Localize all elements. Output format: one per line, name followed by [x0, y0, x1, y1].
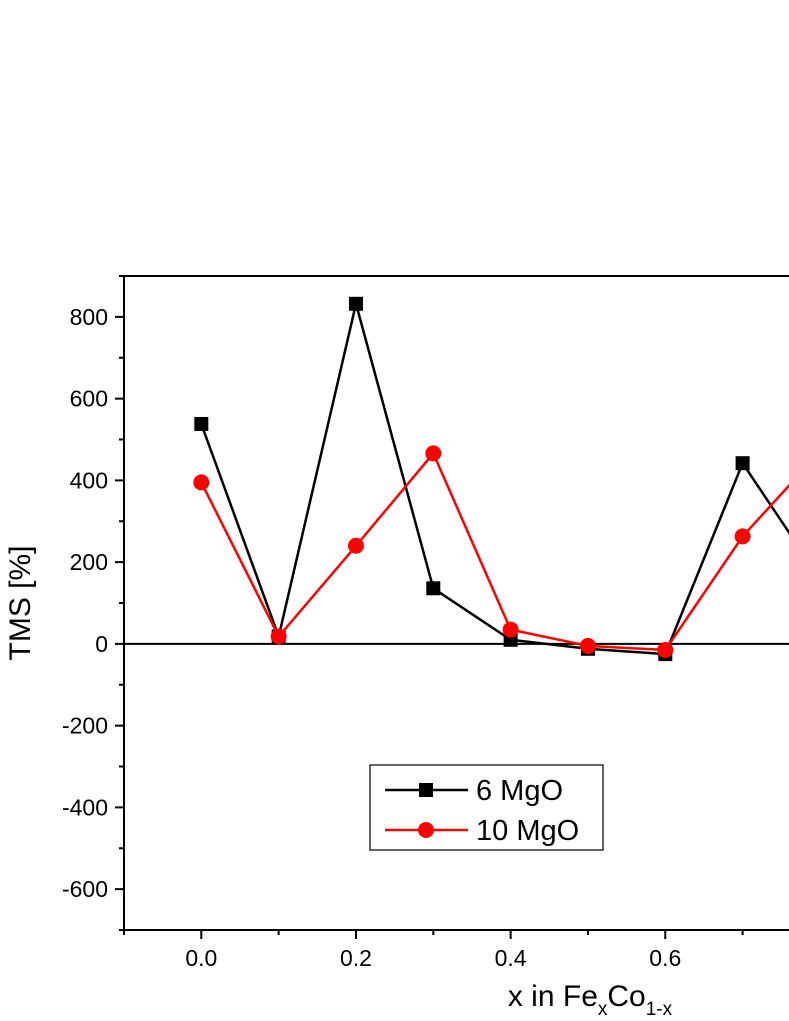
axes	[115, 275, 789, 939]
series-6-mgo	[194, 296, 789, 662]
data-point	[734, 528, 751, 545]
data-point	[426, 581, 441, 596]
x-tick-label: 0.4	[495, 945, 527, 971]
legend-label-10mgo: 10 MgO	[476, 815, 579, 847]
series-10-mgo	[193, 445, 789, 659]
data-point	[735, 456, 750, 471]
x-axis-title: x in FexCo1-x	[508, 980, 673, 1020]
series-line	[200, 451, 789, 652]
legend-marker-6mgo	[419, 783, 433, 797]
y-tick-label: 200	[70, 549, 108, 575]
data-point	[502, 621, 519, 638]
legend-label-6mgo: 6 MgO	[476, 775, 563, 807]
legend: 6 MgO 10 MgO	[369, 764, 604, 851]
y-tick-label: 0	[95, 631, 108, 657]
data-point	[657, 642, 674, 659]
y-tick-label: 600	[70, 386, 108, 412]
y-tick-label: 800	[70, 304, 108, 330]
legend-marker-10mgo	[418, 822, 434, 838]
series-line	[200, 303, 789, 656]
x-tick-label: 0.6	[649, 945, 681, 971]
y-axis-title: TMS [%]	[4, 545, 37, 660]
data-point	[270, 628, 287, 645]
y-tick-label: -200	[62, 713, 108, 739]
data-point	[193, 474, 210, 491]
legend-box	[369, 764, 604, 851]
data-point	[347, 537, 364, 554]
tick-labels: -600 -400 -200 0 200 400 600 800 0.0 0.2 0.4 0.6	[62, 304, 681, 971]
data-point	[579, 637, 596, 654]
x-axis-title-prefix: x in Fe	[508, 980, 598, 1013]
x-tick-label: 0.2	[340, 945, 372, 971]
y-tick-label: -400	[62, 794, 108, 820]
y-tick-label: 400	[70, 467, 108, 493]
x-axis-title-sub2: 1-x	[646, 999, 673, 1020]
data-point	[194, 416, 209, 431]
series-layer	[193, 296, 789, 662]
data-point	[425, 445, 442, 462]
y-tick-label: -600	[62, 876, 108, 902]
x-axis-title-mid: Co	[607, 980, 645, 1013]
x-axis-title-sub1: x	[598, 999, 608, 1020]
x-tick-label: 0.0	[185, 945, 217, 971]
data-point	[348, 296, 363, 311]
